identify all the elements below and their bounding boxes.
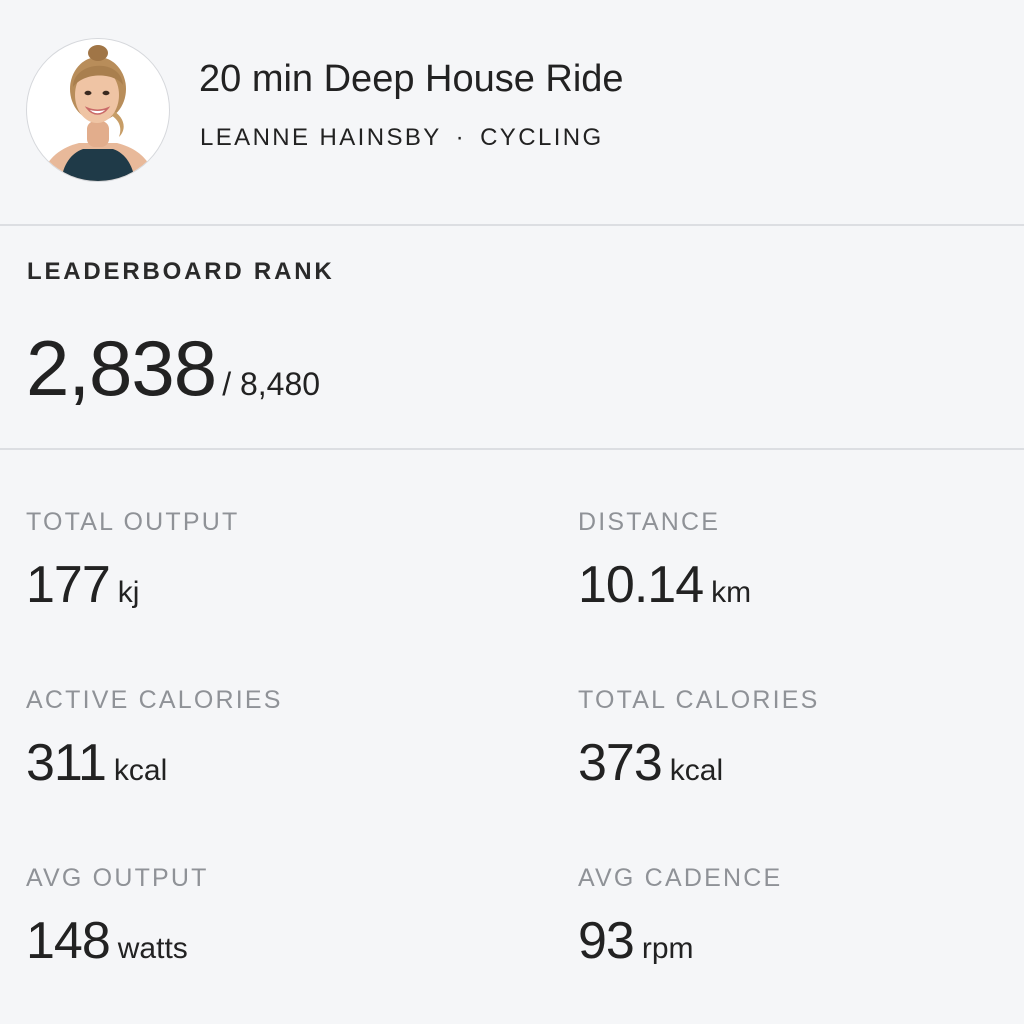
metric-unit: rpm	[641, 932, 694, 965]
metric-value: 10.14 km	[578, 556, 751, 627]
metric-distance: DISTANCE 10.14 km	[578, 506, 751, 627]
header-divider	[0, 224, 1024, 226]
metric-value: 148 watts	[26, 912, 209, 983]
metric-unit: kcal	[113, 754, 168, 787]
metric-active-calories: ACTIVE CALORIES 311 kcal	[26, 684, 283, 805]
rank-position: 2,838	[26, 324, 217, 412]
metric-unit: km	[711, 576, 752, 609]
metric-value: 311 kcal	[26, 734, 283, 805]
leaderboard-rank-label: LEADERBOARD RANK	[27, 258, 335, 285]
metric-unit: kcal	[669, 754, 724, 787]
metric-value: 93 rpm	[578, 912, 782, 983]
leaderboard-rank-value: 2,838/ 8,480	[26, 320, 320, 416]
instructor-name[interactable]: LEANNE HAINSBY	[200, 124, 442, 151]
metric-value: 177 kj	[26, 556, 239, 627]
class-title: 20 min Deep House Ride	[199, 58, 624, 100]
leaderboard-divider	[0, 448, 1024, 450]
metric-total-output: TOTAL OUTPUT 177 kj	[26, 506, 239, 627]
metric-avg-output: AVG OUTPUT 148 watts	[26, 862, 209, 983]
meta-separator: ·	[455, 124, 467, 151]
metric-label: TOTAL OUTPUT	[26, 508, 240, 536]
class-header: 20 min Deep House Ride LEANNE HAINSBY · CY…	[0, 0, 1024, 225]
metric-label: DISTANCE	[578, 508, 721, 536]
metric-unit: watts	[117, 932, 188, 965]
metric-label: ACTIVE CALORIES	[26, 686, 283, 714]
metric-label: TOTAL CALORIES	[578, 686, 820, 714]
class-meta: LEANNE HAINSBY · CYCLING	[200, 122, 604, 154]
metric-unit: kj	[117, 576, 140, 609]
rank-total: / 8,480	[222, 366, 321, 402]
metric-number: 373	[578, 734, 663, 792]
instructor-avatar-icon[interactable]	[26, 38, 170, 182]
metric-number: 93	[578, 912, 635, 970]
metric-total-calories: TOTAL CALORIES 373 kcal	[578, 684, 820, 805]
discipline-label: CYCLING	[480, 124, 604, 151]
metric-label: AVG CADENCE	[578, 864, 783, 892]
metric-number: 10.14	[578, 556, 704, 614]
metric-avg-cadence: AVG CADENCE 93 rpm	[578, 862, 782, 983]
metric-value: 373 kcal	[578, 734, 820, 805]
metric-number: 148	[26, 912, 111, 970]
metric-number: 177	[26, 556, 111, 614]
metric-number: 311	[26, 734, 107, 792]
metric-label: AVG OUTPUT	[26, 864, 209, 892]
